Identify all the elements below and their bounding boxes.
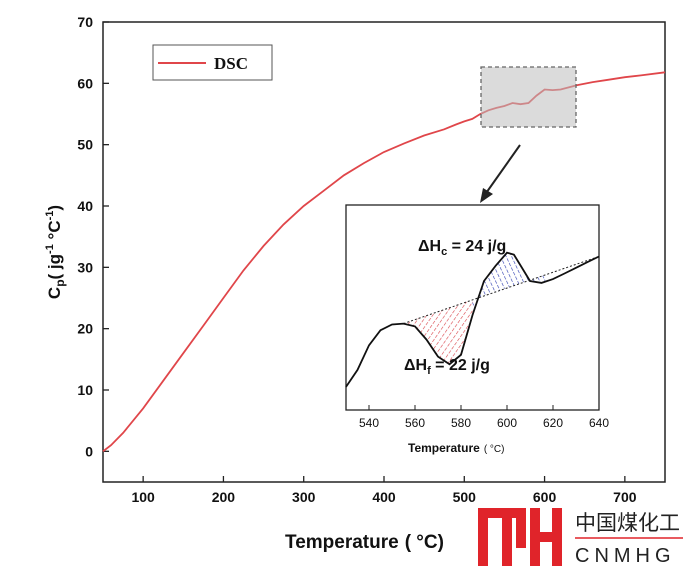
inset-x-tick-label: 600: [497, 416, 517, 430]
inset-series-line: [345, 251, 600, 388]
inset-x-axis-title: Temperature( °C): [408, 441, 504, 455]
y-tick-label: 20: [77, 321, 93, 337]
zoom-arrow-shaft: [483, 144, 521, 197]
main-y-axis: 0 10 20 30 40 50 60 70: [77, 14, 109, 459]
y-tick-label: 50: [77, 137, 93, 153]
inset-x-tick-label: 560: [405, 416, 425, 430]
cnmhg-mark-icon: [478, 508, 562, 566]
fusion-hatched-area: [403, 299, 473, 365]
main-y-axis-title: Cp( jg-1 °C-1): [44, 205, 67, 299]
logo-chinese-text: 中国煤化工: [575, 511, 680, 535]
x-tick-label: 200: [212, 489, 236, 505]
y-tick-label: 0: [85, 443, 93, 459]
main-x-axis-title: Temperature( °C): [285, 532, 444, 553]
zoom-arrow-head: [480, 188, 493, 203]
crystallization-hatched-area: [472, 252, 547, 316]
zoom-highlight-box: [480, 66, 577, 128]
x-tick-label: 100: [131, 489, 155, 505]
logo-english-text: CNMHG: [575, 545, 676, 567]
x-tick-label: 300: [292, 489, 316, 505]
inset-x-tick-label: 620: [543, 416, 563, 430]
x-tick-label: 400: [372, 489, 396, 505]
inset-x-axis: 540 560 580 600 620 640: [359, 405, 609, 430]
y-tick-label: 70: [77, 14, 93, 30]
x-tick-label: 500: [453, 489, 477, 505]
x-tick-label: 700: [613, 489, 637, 505]
y-tick-label: 10: [77, 382, 93, 398]
y-tick-label: 30: [77, 259, 93, 275]
x-tick-label: 600: [533, 489, 557, 505]
inset-x-tick-label: 540: [359, 416, 379, 430]
y-tick-label: 60: [77, 75, 93, 91]
inset-x-tick-label: 580: [451, 416, 471, 430]
inset-baseline: [403, 255, 600, 325]
zoom-arrow: [480, 144, 521, 203]
fusion-annotation: ΔHf = 22 j/g: [404, 357, 490, 377]
main-x-axis: 100 200 300 400 500 600 700: [131, 476, 637, 505]
y-tick-label: 40: [77, 198, 93, 214]
legend-label: DSC: [214, 54, 248, 73]
cnmhg-logo: 中国煤化工 CNMHG: [478, 508, 683, 567]
legend: DSC: [152, 44, 273, 81]
inset-x-tick-label: 640: [589, 416, 609, 430]
crystallization-annotation: ΔHc = 24 j/g: [418, 238, 506, 258]
